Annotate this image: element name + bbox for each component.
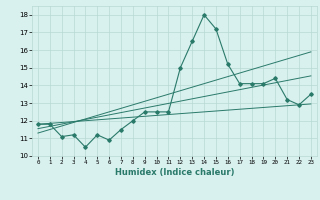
- X-axis label: Humidex (Indice chaleur): Humidex (Indice chaleur): [115, 168, 234, 177]
